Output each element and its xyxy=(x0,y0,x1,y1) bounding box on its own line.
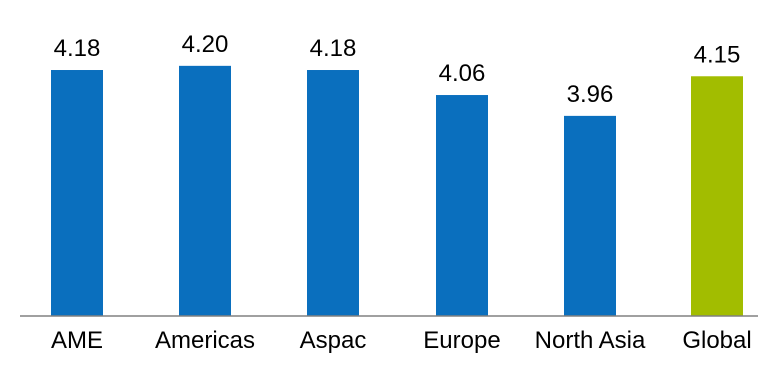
value-label-europe: 4.06 xyxy=(439,60,486,87)
bars-layer xyxy=(51,65,743,317)
x-tick-labels: AME Americas Aspac Europe North Asia Global xyxy=(51,327,752,354)
x-tick-label-americas: Americas xyxy=(155,327,255,354)
bar-europe xyxy=(436,95,488,317)
x-tick-label-north-asia: North Asia xyxy=(535,327,646,354)
bar-north-asia xyxy=(564,115,616,316)
x-tick-label-aspac: Aspac xyxy=(300,327,367,354)
bar-americas xyxy=(179,65,231,316)
bar-global xyxy=(691,76,743,317)
x-tick-label-ame: AME xyxy=(51,327,103,354)
value-label-aspac: 4.18 xyxy=(310,35,357,62)
value-label-global: 4.15 xyxy=(694,41,741,68)
value-label-ame: 4.18 xyxy=(54,35,101,62)
value-label-americas: 4.20 xyxy=(182,31,229,58)
value-labels-layer: 4.18 4.20 4.18 4.06 3.96 4.15 xyxy=(54,31,741,108)
bar-aspac xyxy=(307,70,359,316)
x-tick-label-europe: Europe xyxy=(423,327,500,354)
value-label-north-asia: 3.96 xyxy=(567,81,614,108)
bar-ame xyxy=(51,70,103,316)
x-tick-label-global: Global xyxy=(682,327,751,354)
